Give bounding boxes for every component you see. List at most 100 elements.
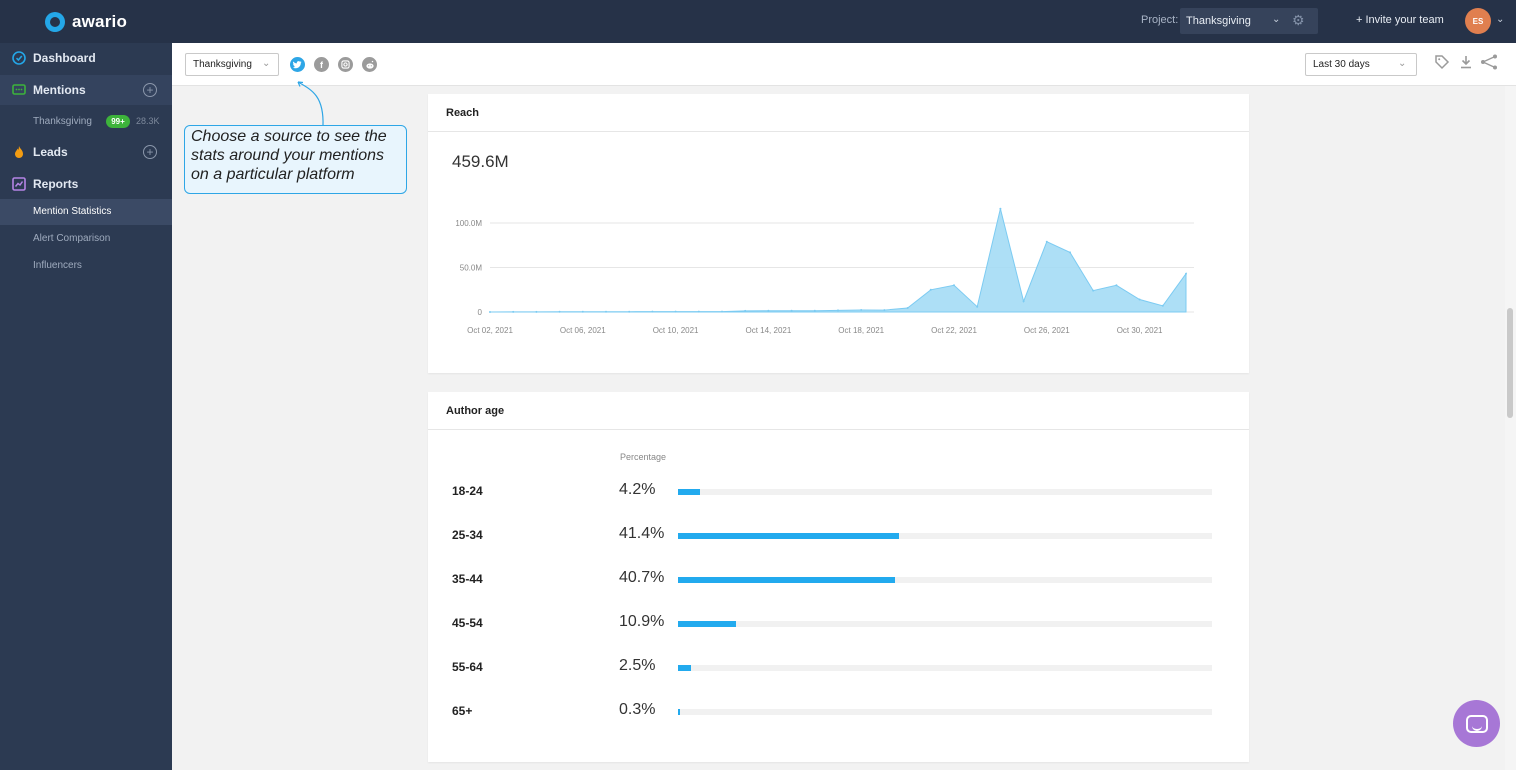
chat-icon: [1465, 714, 1488, 733]
date-range-select[interactable]: Last 30 days ⌄: [1305, 53, 1417, 76]
top-bar: awario Project: Thanksgiving ⌄ ⚙ + Invit…: [0, 0, 1516, 43]
reach-point[interactable]: [1161, 304, 1164, 307]
reach-point[interactable]: [837, 309, 839, 312]
age-bar-fill: [678, 489, 701, 495]
tag-icon[interactable]: [1434, 54, 1450, 74]
add-alert-icon[interactable]: +: [143, 83, 157, 97]
download-icon[interactable]: [1459, 54, 1473, 74]
project-label: Project:: [1141, 14, 1179, 26]
reach-point[interactable]: [1138, 298, 1141, 301]
reach-point[interactable]: [674, 310, 677, 313]
sidebar-item-label: Dashboard: [33, 51, 96, 65]
avatar[interactable]: ES: [1465, 8, 1491, 34]
gear-icon[interactable]: ⚙: [1292, 12, 1305, 28]
sidebar-item-alert-thanksgiving[interactable]: Thanksgiving 99+ 28.3K: [0, 109, 172, 135]
chevron-down-icon: ⌄: [262, 58, 271, 69]
reach-point[interactable]: [558, 310, 561, 313]
chevron-down-icon[interactable]: ⌄: [1496, 14, 1505, 25]
reach-point[interactable]: [976, 305, 979, 308]
age-row: 65+ 0.3%: [428, 700, 1249, 722]
x-tick-label: Oct 06, 2021: [560, 326, 606, 335]
sidebar-item-alert-comparison[interactable]: Alert Comparison: [0, 226, 172, 252]
sidebar-item-leads[interactable]: Leads +: [0, 137, 172, 167]
flame-icon: [12, 145, 26, 159]
reach-point[interactable]: [813, 309, 816, 312]
onboarding-tooltip: Choose a source to see the stats around …: [184, 125, 407, 194]
age-percentage: 10.9%: [619, 613, 665, 630]
reach-point[interactable]: [1069, 251, 1071, 254]
instagram-icon[interactable]: [338, 57, 353, 72]
invite-team-button[interactable]: + Invite your team: [1356, 14, 1444, 26]
reach-point[interactable]: [1045, 240, 1048, 243]
reach-point[interactable]: [767, 309, 770, 312]
x-tick-label: Oct 02, 2021: [467, 326, 513, 335]
sidebar-item-reports[interactable]: Reports: [0, 169, 172, 199]
sidebar-item-mentions[interactable]: Mentions +: [0, 75, 172, 105]
chevron-down-icon: ⌄: [1272, 14, 1281, 25]
facebook-icon[interactable]: f: [314, 57, 329, 72]
reach-total: 459.6M: [452, 152, 509, 171]
reach-point[interactable]: [1092, 289, 1095, 292]
age-percentage: 40.7%: [619, 569, 665, 586]
reach-point[interactable]: [999, 207, 1002, 210]
percentage-column-label: Percentage: [620, 452, 667, 462]
reach-point[interactable]: [929, 288, 932, 291]
x-tick-label: Oct 22, 2021: [931, 326, 977, 335]
reach-point[interactable]: [883, 309, 886, 312]
card-title: Reach: [428, 94, 1249, 132]
x-tick-label: Oct 30, 2021: [1117, 326, 1163, 335]
age-row: 35-44 40.7%: [428, 568, 1249, 590]
logo[interactable]: awario: [0, 0, 172, 43]
reddit-icon[interactable]: [362, 57, 377, 72]
reach-point[interactable]: [744, 309, 747, 312]
add-lead-icon[interactable]: +: [143, 145, 157, 159]
reach-point[interactable]: [860, 309, 863, 311]
chat-button[interactable]: [1453, 700, 1500, 747]
reach-point[interactable]: [721, 310, 723, 313]
reports-icon: [12, 177, 26, 191]
reach-point[interactable]: [697, 310, 700, 313]
reach-point[interactable]: [1115, 284, 1118, 287]
reach-point[interactable]: [953, 284, 955, 287]
reach-card: Reach 459.6M 0 50.0M 100.0M Oct 02, 2021 Oct…: [428, 94, 1249, 373]
status-badge: 99+: [106, 115, 130, 128]
tooltip-line: Choose a source to see the: [191, 128, 387, 145]
project-select[interactable]: Thanksgiving ⌄ ⚙: [1180, 8, 1318, 34]
age-group-label: 18-24: [452, 484, 483, 498]
reach-area: [489, 208, 1187, 313]
age-percentage: 41.4%: [619, 525, 665, 542]
age-group-label: 35-44: [452, 572, 483, 586]
sidebar-item-label: Reports: [33, 177, 79, 191]
reach-point[interactable]: [651, 310, 654, 313]
sidebar-item-dashboard[interactable]: Dashboard: [0, 43, 172, 73]
reach-point[interactable]: [535, 310, 538, 313]
age-bar-track: [678, 577, 1212, 583]
age-group-label: 65+: [452, 704, 473, 718]
reach-point[interactable]: [628, 310, 631, 313]
reach-point[interactable]: [906, 307, 909, 309]
reach-point[interactable]: [1185, 272, 1187, 275]
scrollbar-thumb[interactable]: [1507, 308, 1513, 418]
sidebar-item-mention-statistics[interactable]: Mention Statistics: [0, 199, 172, 225]
reach-point[interactable]: [581, 310, 584, 313]
reach-point[interactable]: [605, 310, 607, 313]
sidebar-item-influencers[interactable]: Influencers: [0, 253, 172, 279]
reach-point[interactable]: [489, 311, 491, 313]
reach-point[interactable]: [512, 310, 515, 313]
age-row: 45-54 10.9%: [428, 612, 1249, 634]
reach-point[interactable]: [1022, 300, 1025, 303]
sidebar-item-label: Mention Statistics: [33, 206, 112, 217]
age-percentage: 2.5%: [619, 657, 656, 674]
scrollbar[interactable]: [1505, 86, 1516, 770]
twitter-icon[interactable]: [290, 57, 305, 72]
share-icon[interactable]: [1480, 54, 1498, 74]
sidebar: Dashboard Mentions + Thanksgiving 99+ 28…: [0, 43, 172, 770]
filter-bar: Thanksgiving ⌄ f Last 30 days ⌄: [172, 43, 1516, 86]
date-range-value: Last 30 days: [1313, 59, 1370, 70]
sidebar-item-label: Mentions: [33, 83, 86, 97]
reach-point[interactable]: [790, 309, 793, 312]
logo-text: awario: [71, 11, 128, 31]
x-tick-label: Oct 18, 2021: [838, 326, 884, 335]
alert-select[interactable]: Thanksgiving ⌄: [185, 53, 279, 76]
age-group-label: 45-54: [452, 616, 483, 630]
